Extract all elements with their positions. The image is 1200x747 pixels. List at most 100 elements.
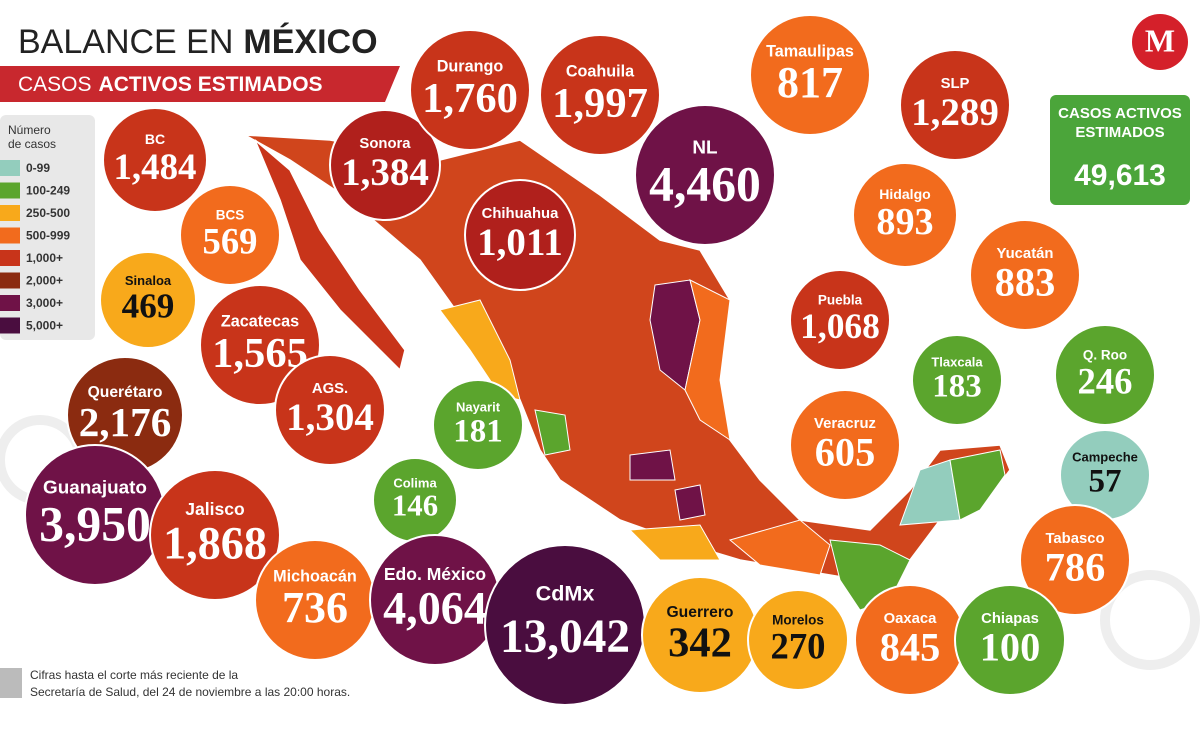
state-value: 1,868 [163,518,267,569]
bubble [747,589,849,691]
legend-label: 100-249 [26,184,70,198]
state-bubble: NL4,460 [634,104,776,246]
state-name: Durango [437,57,504,75]
state-value: 569 [203,220,258,261]
state-value: 893 [876,201,933,243]
state-value: 845 [880,624,941,669]
bubble [954,584,1066,696]
state-name: Q. Roo [1083,348,1127,363]
state-value: 57 [1089,464,1122,500]
state-name: Morelos [772,613,824,628]
legend-swatch [0,272,20,289]
state-name: BC [145,131,165,147]
legend-swatch [0,227,20,244]
legend-title: Número [8,123,51,137]
bubble [149,469,281,601]
legend-label: 1,000+ [26,251,63,265]
legend-title: de casos [8,137,56,151]
subtitle-bold: ACTIVOS ESTIMADOS [99,73,323,96]
state-value: 883 [995,259,1056,304]
state-name: Tabasco [1045,531,1104,547]
legend-label: 500-999 [26,229,70,243]
state-name: Nayarit [456,399,501,414]
map-nayarit [534,409,571,456]
title-block: BALANCE EN MÉXICO CASOS ACTIVOS ESTIMADOS [0,23,400,102]
state-name: Yucatán [997,246,1054,262]
map-guerrero [628,524,721,561]
map-guanajuato [629,449,676,481]
state-value: 183 [932,369,982,405]
state-name: CdMx [536,580,595,605]
state-value: 1,304 [286,396,374,439]
bubble [274,354,386,466]
state-name: Puebla [818,293,863,308]
state-value: 817 [777,58,843,107]
state-name: Chiapas [981,611,1039,627]
state-name: Jalisco [185,499,245,519]
state-value: 181 [453,414,503,450]
total-value: 49,613 [1074,159,1166,192]
map-yucatan-qroo [949,449,1006,521]
state-name: Coahuila [566,62,635,80]
footnote: Secretaría de Salud, del 24 de noviembre… [30,685,350,699]
state-name: Hidalgo [879,186,931,202]
map [244,134,1011,611]
map-sinaloa [439,299,521,401]
bubble [911,334,1003,426]
bubble [539,34,661,156]
state-value: 786 [1045,544,1106,589]
map-edomex [674,484,706,521]
logo: M [1145,22,1175,58]
state-name: BCS [216,208,245,223]
state-value: 146 [392,488,438,522]
state-value: 13,042 [500,611,630,663]
state-value: 1,760 [422,75,518,122]
state-value: 342 [668,619,732,666]
state-value: 1,384 [341,151,429,194]
state-value: 100 [980,624,1041,669]
state-value: 1,484 [113,146,196,187]
legend-swatch [0,295,20,311]
map-mainland [244,134,1011,581]
state-value: 469 [122,287,175,326]
legend-swatch [0,205,20,221]
state-value: 1,011 [477,221,563,264]
legend-swatch [0,317,20,334]
bubble [852,162,958,268]
legend-label: 3,000+ [26,296,63,310]
bubble [329,109,441,221]
logo-circle [1132,14,1188,70]
state-bubble: BC1,484 [102,107,208,213]
state-name: Sonora [359,136,411,152]
virus-decoration [1100,570,1200,670]
state-name: Chihuahua [482,206,559,222]
state-name: SLP [941,76,970,92]
bubble [634,104,776,246]
state-value: 1,068 [800,306,880,346]
title: BALANCE EN MÉXICO [18,23,378,61]
bubble [1019,504,1131,616]
state-name: Querétaro [88,384,163,401]
state-name: Colima [393,475,437,490]
bubble [99,251,197,349]
